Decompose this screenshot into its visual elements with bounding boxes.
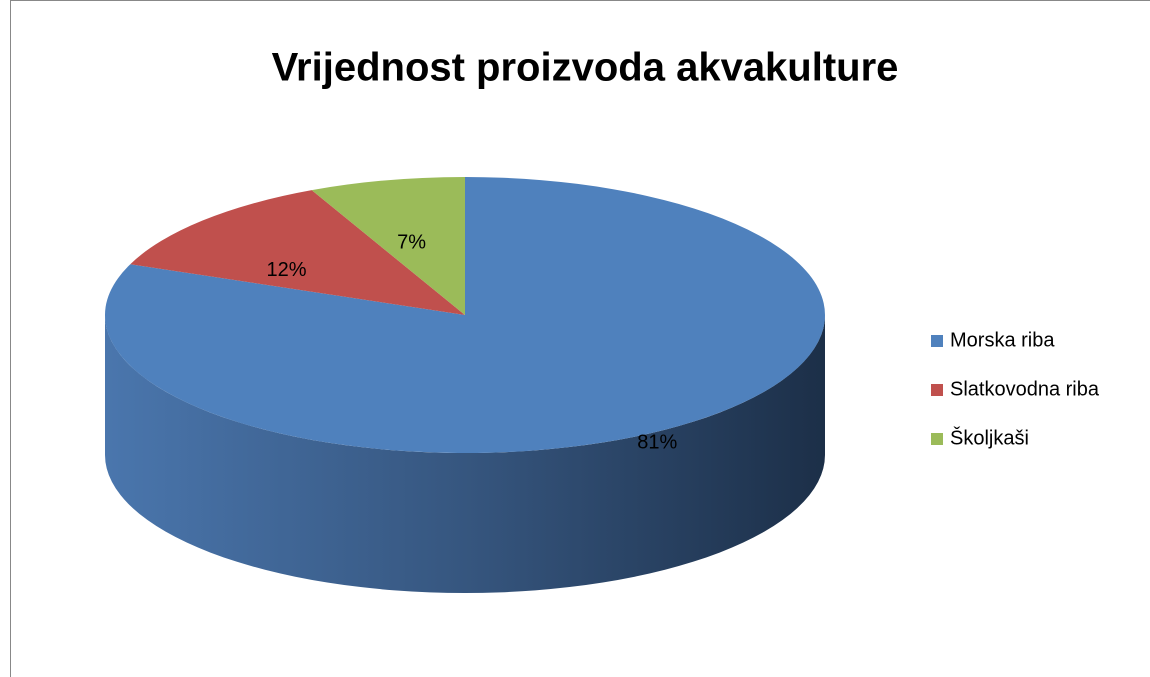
chart-title: Vrijednost proizvoda akvakulture <box>272 46 899 90</box>
legend-swatch <box>931 335 943 347</box>
legend-label: Slatkovodna riba <box>950 378 1100 400</box>
legend-swatch <box>931 433 943 445</box>
pie-slice <box>311 177 465 315</box>
data-label: 81% <box>637 432 677 454</box>
legend-label: Morska riba <box>950 329 1055 351</box>
pie-slice <box>130 190 466 315</box>
data-label: 12% <box>267 259 307 281</box>
legend-label: Školjkaši <box>950 426 1029 449</box>
legend-swatch <box>931 384 943 396</box>
pie-side <box>105 315 825 593</box>
data-label: 7% <box>397 232 426 254</box>
pie-slice <box>105 177 826 454</box>
